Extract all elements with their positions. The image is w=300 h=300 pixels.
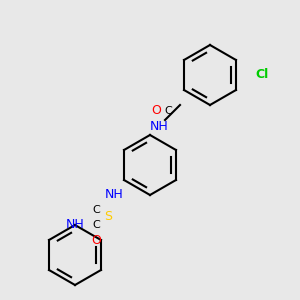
Text: O: O [91, 233, 101, 247]
Text: NH: NH [105, 188, 123, 202]
Text: C: C [92, 205, 100, 215]
Text: C: C [164, 106, 172, 116]
Text: C: C [92, 220, 100, 230]
Text: S: S [104, 209, 112, 223]
Text: NH: NH [150, 119, 168, 133]
Text: Cl: Cl [255, 68, 268, 82]
Text: O: O [151, 104, 161, 118]
Text: NH: NH [66, 218, 84, 232]
